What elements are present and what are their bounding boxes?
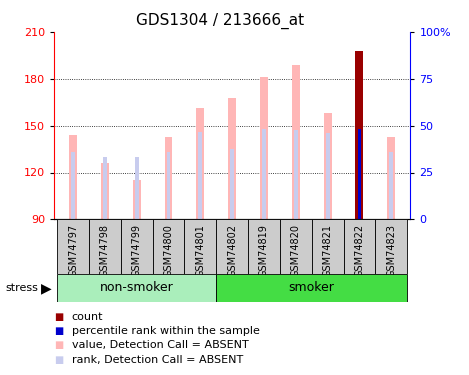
Bar xyxy=(248,219,280,274)
Bar xyxy=(387,136,395,219)
Text: GSM74800: GSM74800 xyxy=(164,224,174,277)
Bar xyxy=(216,219,248,274)
Text: value, Detection Call = ABSENT: value, Detection Call = ABSENT xyxy=(72,340,249,350)
Bar xyxy=(325,134,330,219)
Bar xyxy=(89,219,121,274)
Bar xyxy=(152,219,184,274)
Bar xyxy=(71,152,75,219)
Bar xyxy=(230,149,234,219)
Bar xyxy=(166,152,170,219)
Bar xyxy=(57,274,216,302)
Bar xyxy=(312,219,343,274)
Text: GSM74819: GSM74819 xyxy=(259,224,269,277)
Bar xyxy=(184,219,216,274)
Text: GSM74799: GSM74799 xyxy=(132,224,142,277)
Text: GSM74801: GSM74801 xyxy=(195,224,205,277)
Text: ■: ■ xyxy=(54,326,63,336)
Bar xyxy=(356,51,363,219)
Bar xyxy=(294,130,298,219)
Bar xyxy=(292,64,300,219)
Text: GSM74822: GSM74822 xyxy=(355,224,364,277)
Bar xyxy=(228,98,236,219)
Bar xyxy=(216,274,407,302)
Text: count: count xyxy=(72,312,103,322)
Text: smoker: smoker xyxy=(289,281,335,294)
Text: GSM74802: GSM74802 xyxy=(227,224,237,277)
Bar xyxy=(260,77,268,219)
Bar xyxy=(103,157,107,219)
Text: GSM74821: GSM74821 xyxy=(323,224,333,277)
Bar xyxy=(389,152,393,219)
Bar xyxy=(198,132,202,219)
Bar xyxy=(133,180,141,219)
Bar xyxy=(135,157,139,219)
Bar xyxy=(101,163,109,219)
Bar xyxy=(262,129,266,219)
Text: rank, Detection Call = ABSENT: rank, Detection Call = ABSENT xyxy=(72,355,243,364)
Bar xyxy=(165,136,173,219)
Text: ■: ■ xyxy=(54,312,63,322)
Text: GSM74798: GSM74798 xyxy=(100,224,110,277)
Bar xyxy=(375,219,407,274)
Bar xyxy=(280,219,312,274)
Text: stress: stress xyxy=(6,283,38,293)
Text: GSM74797: GSM74797 xyxy=(68,224,78,277)
Text: non-smoker: non-smoker xyxy=(100,281,174,294)
Text: ■: ■ xyxy=(54,355,63,364)
Text: ▶: ▶ xyxy=(41,281,51,295)
Text: GSM74820: GSM74820 xyxy=(291,224,301,277)
Bar xyxy=(324,113,332,219)
Text: GSM74823: GSM74823 xyxy=(386,224,396,277)
Bar xyxy=(343,219,375,274)
Bar xyxy=(197,108,204,219)
Bar xyxy=(57,219,89,274)
Text: ■: ■ xyxy=(54,340,63,350)
Text: percentile rank within the sample: percentile rank within the sample xyxy=(72,326,260,336)
Bar xyxy=(69,135,77,219)
Bar xyxy=(121,219,152,274)
Bar xyxy=(357,129,361,219)
Text: GDS1304 / 213666_at: GDS1304 / 213666_at xyxy=(136,13,304,29)
